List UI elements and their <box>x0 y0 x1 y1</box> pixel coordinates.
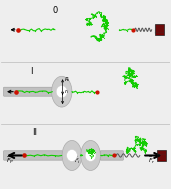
Text: 0: 0 <box>52 6 58 15</box>
Text: $R_i$: $R_i$ <box>64 75 71 84</box>
Ellipse shape <box>52 76 72 107</box>
Ellipse shape <box>62 140 82 170</box>
Ellipse shape <box>56 85 67 98</box>
Text: $r_i$: $r_i$ <box>64 87 70 96</box>
FancyBboxPatch shape <box>100 151 123 160</box>
Ellipse shape <box>85 149 96 161</box>
Text: I: I <box>30 67 32 76</box>
Bar <box>155 24 164 35</box>
FancyBboxPatch shape <box>4 87 53 96</box>
Text: $\vec{F}_P$: $\vec{F}_P$ <box>6 155 14 166</box>
Bar <box>157 150 166 161</box>
FancyBboxPatch shape <box>4 151 62 160</box>
Ellipse shape <box>67 149 77 161</box>
Ellipse shape <box>81 140 100 170</box>
Text: $\vec{F}_r$: $\vec{F}_r$ <box>148 155 156 166</box>
Text: II: II <box>32 128 37 137</box>
Text: $\vec{F}_i$: $\vec{F}_i$ <box>74 155 81 166</box>
